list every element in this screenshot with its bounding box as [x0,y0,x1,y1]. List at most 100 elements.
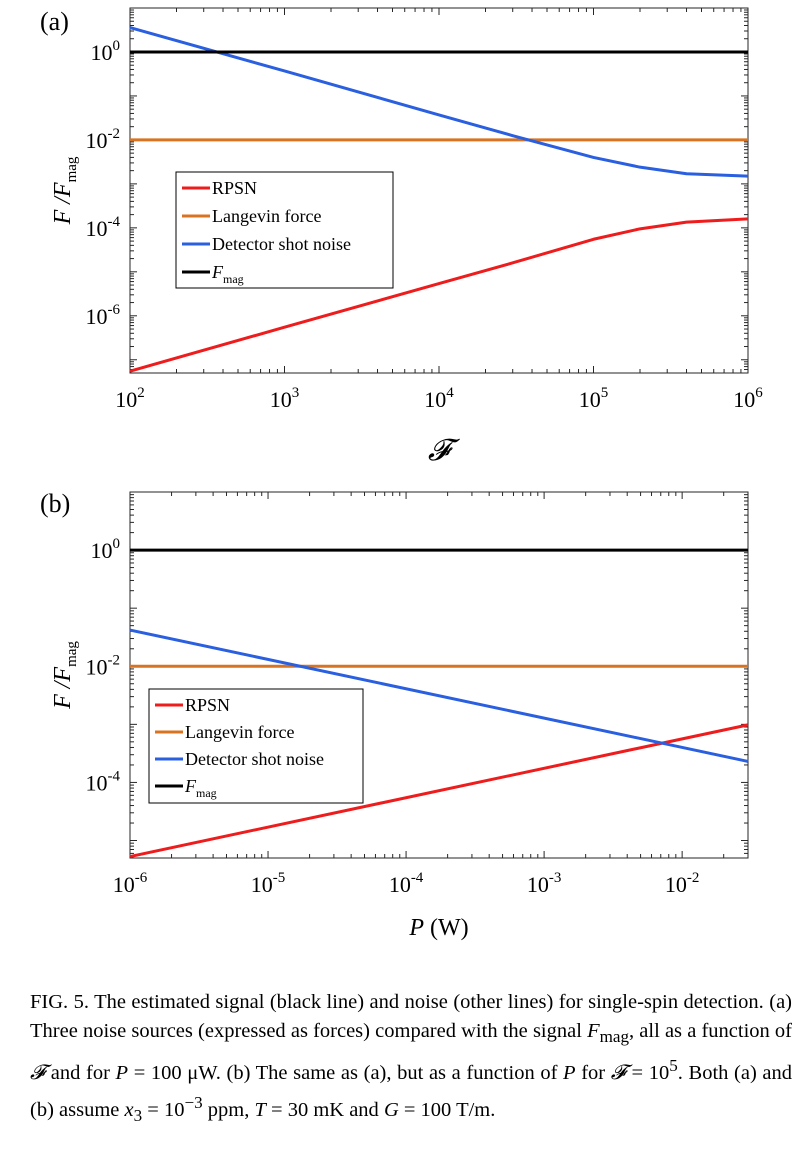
caption-t: T [254,1098,266,1121]
caption-fmag: F [587,1020,600,1042]
panel-a-x-tick-label: 106 [733,385,763,412]
panel-b-x-tick-label: 10-5 [251,870,286,897]
panel-a-y-tick-label: 10-2 [86,126,121,153]
caption-text-10: = 30 mK and [265,1098,384,1121]
panel-a-y-tick-exp: -6 [108,302,121,318]
caption-text-4: = 100 μW. (b) The same as (a), but as a … [128,1061,564,1084]
panel-b-y-tick-label: 10-2 [86,652,121,679]
panel-b-legend: RPSN Langevin force Detector shot noise Fma… [148,688,364,804]
panel-a-legend-fmag-sub: mag [223,272,244,286]
panel-b-y-axis-sub: mag [64,641,80,667]
panel-a-legend-label-rpsn: RPSN [212,178,257,198]
panel-b-x-tick-label: 10-3 [527,870,562,897]
panel-b-legend-label-langevin: Langevin force [185,722,294,742]
panel-a-x-tick-base: 10 [270,387,292,412]
panel-a-x-tick-exp: 3 [292,385,300,401]
panel-a-x-tick-base: 10 [733,387,755,412]
panel-a-legend-label-langevin: Langevin force [212,206,321,226]
panel-b-label: (b) [40,489,70,518]
panel-b-x-tick-base: 10 [527,872,549,897]
panel-a-x-tick-exp: 2 [137,385,145,401]
panel-a-legend-label-fmag: Fmag [211,262,244,286]
caption-p-2: P [563,1061,576,1084]
caption-exp-5: 5 [669,1056,678,1076]
panel-b-y-tick-exp: 0 [113,536,121,552]
caption-fmag-sub: mag [599,1027,630,1047]
panel-a-minor-ticks [129,7,749,374]
panel-b-legend-box [148,688,364,804]
panel-b-series-shot [129,628,749,763]
panel-b-x-tick-label: 10-6 [113,870,148,897]
panel-b-x-axis-var: P [408,915,424,941]
panel-a-series-shot [129,26,749,178]
panel-a-x-tick-base: 10 [424,387,446,412]
panel-a-label: (a) [40,7,69,36]
panel-b-x-tick-base: 10 [113,872,135,897]
figure-caption: FIG. 5. The estimated signal (black line… [30,988,792,1130]
panel-a-x-tick-label: 105 [579,385,609,412]
panel-a-y-tick-label: 100 [91,38,121,65]
panel-b-x-tick-base: 10 [389,872,411,897]
panel-b-x-axis-unit: (W) [424,915,469,941]
panel-a-y-tick-exp: -2 [108,126,121,142]
panel-a-x-tick-base: 10 [115,387,137,412]
panel-b-x-tick-exp: -4 [411,870,424,886]
panel-b-x-tick-label: 10-4 [389,870,424,897]
panel-a-x-tick-label: 103 [270,385,300,412]
panel-b-y-tick-base: 10 [86,654,108,679]
panel-a-x-tick-exp: 5 [601,385,609,401]
panel-a-y-tick-label: 10-6 [86,302,121,329]
panel-b-legend-fmag-sub: mag [196,786,217,800]
panel-b-x-axis-label: P (W) [408,915,468,941]
panel-b-x-tick-exp: -5 [273,870,286,886]
caption-text-3: and for [45,1061,116,1084]
caption-g: G [383,1098,399,1121]
panel-a-y-tick-base: 10 [91,40,113,65]
caption-text-7: . Both (a) and (b) assume [30,1061,793,1121]
caption-text-6: = 10 [625,1061,670,1084]
panel-a-x-tick-exp: 4 [446,385,454,401]
caption-text-9: ppm, [202,1098,255,1121]
panel-b-series-rpsn [129,723,749,858]
panel-a-legend: RPSN Langevin force Detector shot noise Fma… [175,171,394,289]
caption-text-5: for [575,1061,611,1084]
panel-a-x-axis-label: 𝓕 [428,434,461,467]
caption-script-f-1: 𝓕 [30,1061,46,1084]
caption-exp-m3: −3 [184,1092,203,1112]
caption-script-f-2: 𝓕 [610,1061,626,1084]
panel-b-y-axis-main: F /F [50,667,76,710]
panel-b-y-tick-label: 100 [91,536,121,563]
panel-a-x-tick-base: 10 [579,387,601,412]
panel-b-legend-label-rpsn: RPSN [185,695,230,715]
panel-a-series-rpsn [129,217,749,373]
panel-a-y-tick-label: 10-4 [86,214,121,241]
panel-b-y-tick-label: 10-4 [86,768,121,795]
panel-b-y-tick-exp: -2 [108,652,121,668]
caption-x3: x [124,1098,134,1121]
panel-b-x-tick-base: 10 [665,872,687,897]
panel-b-y-tick-exp: -4 [108,768,121,784]
panel-b-x-tick-label: 10-2 [665,870,700,897]
panel-a-y-axis-label: F /Fmag [50,156,80,225]
panel-b-y-axis-label: F /Fmag [50,641,80,710]
panel-a-y-axis-main: F /F [50,182,76,225]
panel-b-legend-label-fmag: Fmag [184,776,217,800]
panel-a-legend-fmag-main: F [211,262,224,282]
panel-a-y-tick-exp: 0 [113,38,121,54]
caption-text-2: , all as a function of [629,1020,793,1042]
panel-a-y-tick-base: 10 [86,304,108,329]
panel-a-y-axis-sub: mag [64,156,80,182]
panel-b-x-tick-exp: -2 [687,870,700,886]
panel-b-minor-ticks [129,491,749,858]
panel-a-y-tick-base: 10 [86,216,108,241]
panel-a-x-tick-label: 102 [115,385,145,412]
caption-p-1: P [115,1061,129,1084]
panel-a-x-tick-exp: 6 [755,385,763,401]
caption-text-8: = 10 [142,1098,185,1121]
panel-a-y-tick-base: 10 [86,128,108,153]
panel-a-x-tick-label: 104 [424,385,454,412]
caption-text-11: = 100 T/m. [398,1098,496,1121]
caption-x3-sub: 3 [133,1105,143,1125]
panel-b-legend-label-shot: Detector shot noise [185,749,324,769]
